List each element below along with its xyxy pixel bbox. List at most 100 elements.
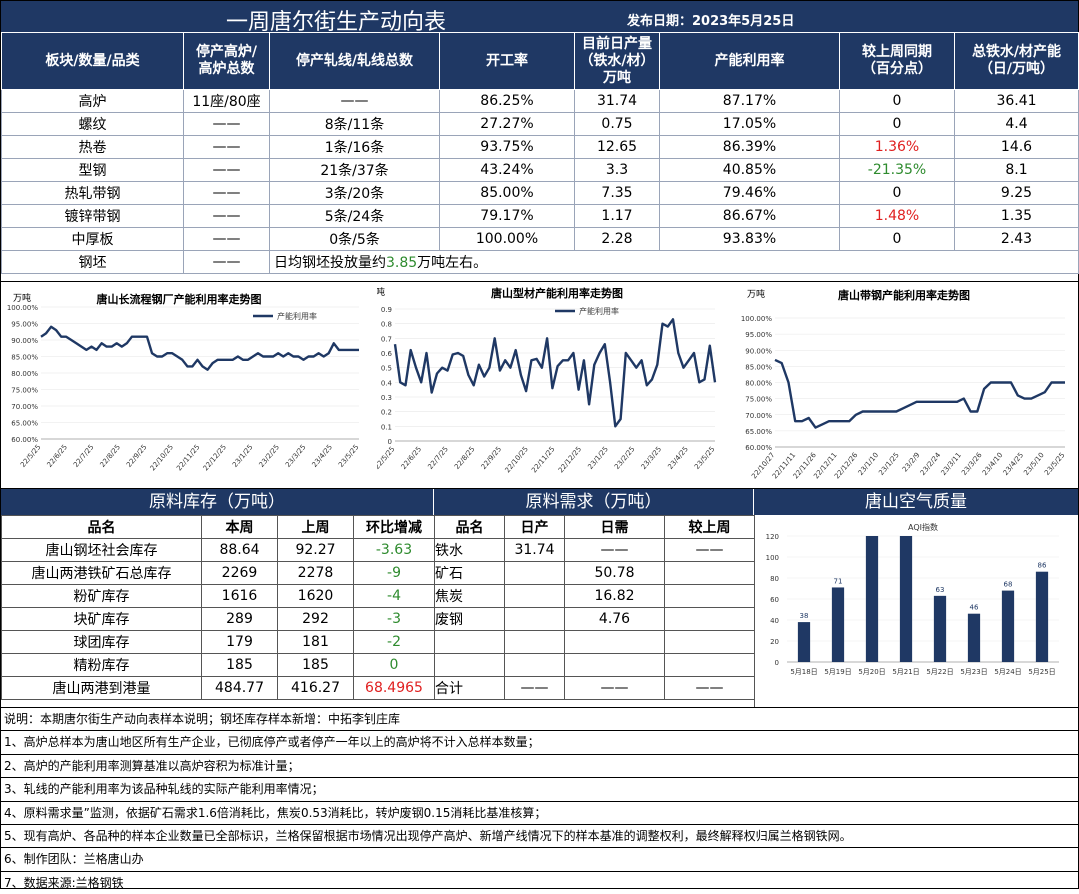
- aqi-chart-container: AQI指数 120 100 80 60 40 20 0 38 5月18日 71 5月19日 5月20日 5…: [754, 515, 1079, 708]
- x-tick-label: 5月24日: [994, 668, 1021, 676]
- demand-table: 品名 日产 日需 较上周 铁水 31.74 —— —— 矿石 50.78 焦炭 16.82 废钢 4.76…: [434, 515, 755, 700]
- air-quality-title: 唐山空气质量: [754, 489, 1078, 515]
- series-line: [40, 325, 359, 371]
- aqi-bar: [899, 536, 913, 662]
- charts-row: 唐山长流程钢厂产能利用率走势图 万吨 100.00% 95.00% 90.00% 85.0…: [1, 281, 1078, 488]
- y-tick-label: 0.7: [381, 335, 392, 343]
- table-row: 唐山两港到港量 484.77 416.27 68.4965: [1, 676, 435, 700]
- header-cell: 目前日产量 （铁水/材） 万吨: [574, 32, 660, 90]
- table-cell: 1620: [277, 584, 354, 608]
- table-cell: 2.28: [574, 227, 660, 251]
- table-cell: 唐山两港铁矿石总库存: [1, 561, 202, 585]
- x-tick-label: 23/4/25: [666, 445, 689, 471]
- table-cell: 中厚板: [1, 227, 184, 251]
- table-cell: 4.4: [954, 112, 1079, 136]
- y-tick-label: 0.2: [381, 409, 392, 417]
- table-cell: 3条/20条: [269, 181, 440, 205]
- table-cell: [664, 630, 755, 654]
- x-tick-label: 23/3/25: [640, 445, 663, 471]
- table-cell: 93.83%: [659, 227, 840, 251]
- legend-label: 产能利用率: [579, 306, 619, 316]
- data-label: 38: [800, 612, 809, 620]
- table-cell: 88.64: [201, 538, 278, 562]
- table-cell: 93.75%: [439, 135, 575, 159]
- table-cell: ——: [564, 676, 665, 700]
- production-table-body: 高炉 11座/80座 —— 86.25% 31.74 87.17% 0 36.41 螺纹 —— 8条…: [1, 89, 1079, 274]
- x-tick-label: 22/5/25: [19, 443, 42, 469]
- x-tick-label: 23/2/9: [901, 451, 922, 473]
- x-tick-label: 5月19日: [824, 668, 851, 676]
- aqi-bar: [967, 613, 981, 662]
- billet-text-before: 日均钢坯投放量约: [274, 255, 386, 271]
- header-cell: 总铁水/材产能 （日/万吨）: [954, 32, 1079, 90]
- y-tick-label: 80.00%: [745, 380, 772, 388]
- table-cell: [664, 584, 755, 608]
- data-label: 86: [1038, 562, 1047, 570]
- note-line: 7、数据来源:兰格钢铁: [1, 870, 1078, 894]
- table-cell: 31.74: [574, 89, 660, 113]
- table-cell: 球团库存: [1, 630, 202, 654]
- note-line: 2、高炉的产能利用率测算基准以高炉容积为标准计量；: [1, 753, 1078, 777]
- table-cell: 精粉库存: [1, 653, 202, 677]
- table-cell: 4.76: [564, 607, 665, 631]
- table-cell: [504, 584, 565, 608]
- header-cell: 环比增减: [353, 515, 435, 539]
- y-tick-label: 60.00%: [745, 444, 772, 452]
- table-cell: 484.77: [201, 676, 278, 700]
- table-cell: 唐山钢坯社会库存: [1, 538, 202, 562]
- chart-title: 唐山带钢产能利用率走势图: [838, 288, 970, 302]
- table-cell: [504, 561, 565, 585]
- table-cell: [664, 607, 755, 631]
- table-cell: 31.74: [504, 538, 565, 562]
- table-cell: ——: [183, 250, 270, 274]
- x-tick-label: 23/4/25: [1002, 451, 1025, 477]
- chart-ylabel: 万吨: [377, 286, 385, 298]
- x-tick-label: 22/11/25: [530, 445, 556, 474]
- note-line: 4、原料需求量”监测，依据矿石需求1.6倍消耗比，焦炭0.53消耗比，转炉废钢0…: [1, 800, 1078, 824]
- table-cell: 181: [277, 630, 354, 654]
- x-tick-label: 5月22日: [926, 668, 953, 676]
- table-cell: [564, 653, 665, 677]
- y-tick-label: 60: [770, 596, 779, 604]
- table-cell: 0条/5条: [269, 227, 440, 251]
- y-tick-label: 20: [770, 638, 779, 646]
- table-cell: 86.25%: [439, 89, 575, 113]
- table-cell: ——: [183, 181, 270, 205]
- aqi-bar: [1035, 571, 1049, 662]
- production-table: 板块/数量/品类 停产高炉/高炉总数 停产轧线/轧线总数 开工率 目前日产量 （铁水/材）…: [1, 32, 1079, 274]
- table-cell: 3.3: [574, 158, 660, 182]
- table-cell: 9.25: [954, 181, 1079, 205]
- table-cell: 14.6: [954, 135, 1079, 159]
- table-cell: ——: [183, 204, 270, 228]
- x-tick-label: 23/1/10: [857, 451, 880, 477]
- table-row: 螺纹 —— 8条/11条 27.27% 0.75 17.05% 0 4.4: [1, 112, 1079, 136]
- table-cell: 矿石: [434, 561, 505, 585]
- table-cell: 合计: [434, 676, 505, 700]
- table-cell: 16.82: [564, 584, 665, 608]
- table-cell: 0: [839, 181, 955, 205]
- table-row-billet: 钢坯 —— 日均钢坯投放量约3.85万吨左右。: [1, 250, 1079, 274]
- table-cell: ——: [564, 538, 665, 562]
- aqi-bar: [1001, 590, 1015, 662]
- y-tick-label: 95.00%: [11, 321, 38, 329]
- note-line: 说明：本期唐尔街生产动向表样本说明；钢坯库存样本新增：中拓李钊庄库: [1, 707, 1078, 730]
- header-cell: 日需: [564, 515, 665, 539]
- x-tick-label: 23/1/25: [586, 445, 609, 471]
- table-cell: [664, 561, 755, 585]
- demand-header-row: 品名 日产 日需 较上周: [434, 515, 755, 539]
- table-cell: 废钢: [434, 607, 505, 631]
- y-tick-label: 90.00%: [11, 337, 38, 345]
- table-cell: 热轧带钢: [1, 181, 184, 205]
- x-tick-label: 23/5/25: [337, 443, 360, 469]
- y-tick-label: 65.00%: [11, 420, 38, 428]
- x-tick-label: 22/8/25: [99, 443, 122, 469]
- section-steel-chart: 唐山型材产能利用率走势图 万吨 0.9 0.8 0.7 0.6 0.5 0.4 0.3 0.2 0.…: [377, 282, 730, 488]
- aqi-bar: [865, 536, 879, 662]
- table-cell: 0: [353, 653, 435, 677]
- table-cell: 块矿库存: [1, 607, 202, 631]
- table-row: 唐山钢坯社会库存 88.64 92.27 -3.63: [1, 538, 435, 562]
- x-tick-label: 23/1/25: [877, 451, 900, 477]
- table-cell: 86.39%: [659, 135, 840, 159]
- note-line: 6、制作团队：兰格唐山办: [1, 847, 1078, 870]
- x-tick-label: 22/7/25: [426, 445, 449, 471]
